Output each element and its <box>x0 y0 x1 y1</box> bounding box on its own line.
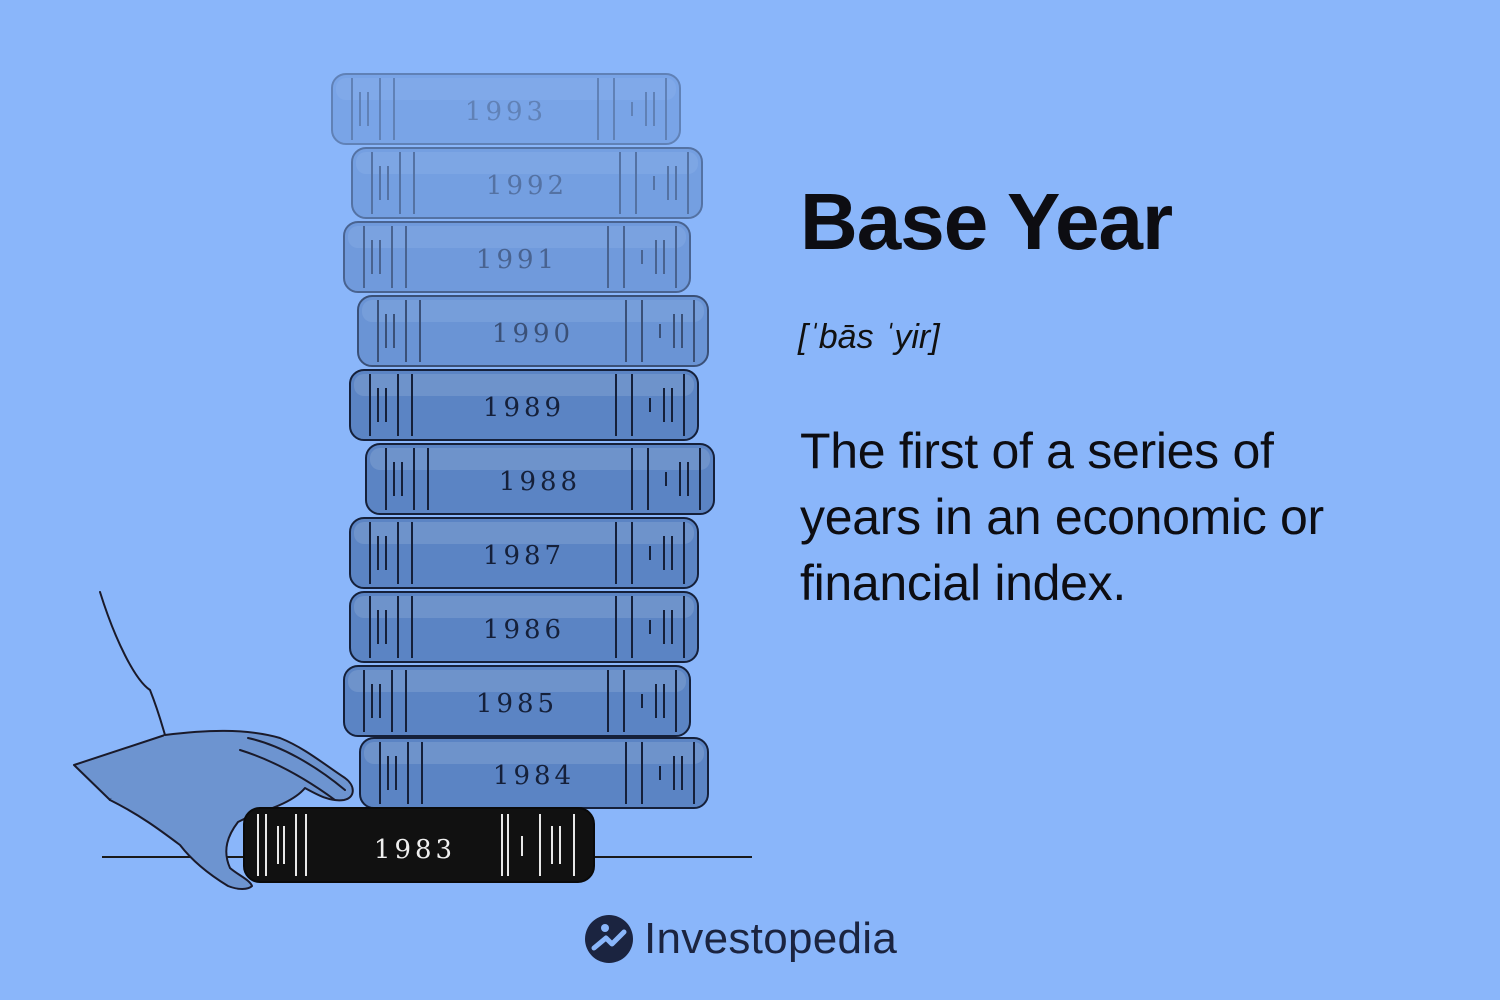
book-label: 1990 <box>492 319 574 349</box>
book-label: 1989 <box>483 393 565 423</box>
book-label: 1984 <box>493 761 575 791</box>
book-1986: 1986 <box>349 591 699 663</box>
book-1991: 1991 <box>343 221 691 293</box>
term-definition: The first of a series of years in an eco… <box>800 423 1324 611</box>
brand-name: Investopedia <box>644 914 898 963</box>
brand-logo: Investopedia <box>584 908 897 970</box>
term-pronunciation: [ˈbās ˈyir] <box>798 318 940 356</box>
book-label: 1991 <box>476 245 558 275</box>
book-stack: 1993 1992 1991 1990 1989 1988 1987 1986 1985 1984 <box>331 73 715 809</box>
book-1993: 1993 <box>331 73 681 145</box>
book-label: 1986 <box>483 615 565 645</box>
book-1992: 1992 <box>351 147 703 219</box>
book-1984: 1984 <box>359 737 709 809</box>
book-1988: 1988 <box>365 443 715 515</box>
book-label: 1988 <box>499 467 581 497</box>
book-label: 1993 <box>465 97 547 127</box>
book-1987: 1987 <box>349 517 699 589</box>
book-label: 1992 <box>486 171 568 201</box>
book-1985: 1985 <box>343 665 691 737</box>
base-book-label: 1983 <box>374 835 456 865</box>
book-label: 1987 <box>483 541 565 571</box>
book-label: 1985 <box>476 689 558 719</box>
book-1990: 1990 <box>357 295 709 367</box>
base-book: 1983 <box>243 807 595 883</box>
investopedia-logo-icon <box>585 915 633 963</box>
term-title: Base Year <box>800 177 1173 266</box>
book-stack-illustration: 1993 1992 1991 1990 1989 1988 1987 1986 1985 1984… <box>73 73 752 890</box>
book-1989: 1989 <box>349 369 699 441</box>
